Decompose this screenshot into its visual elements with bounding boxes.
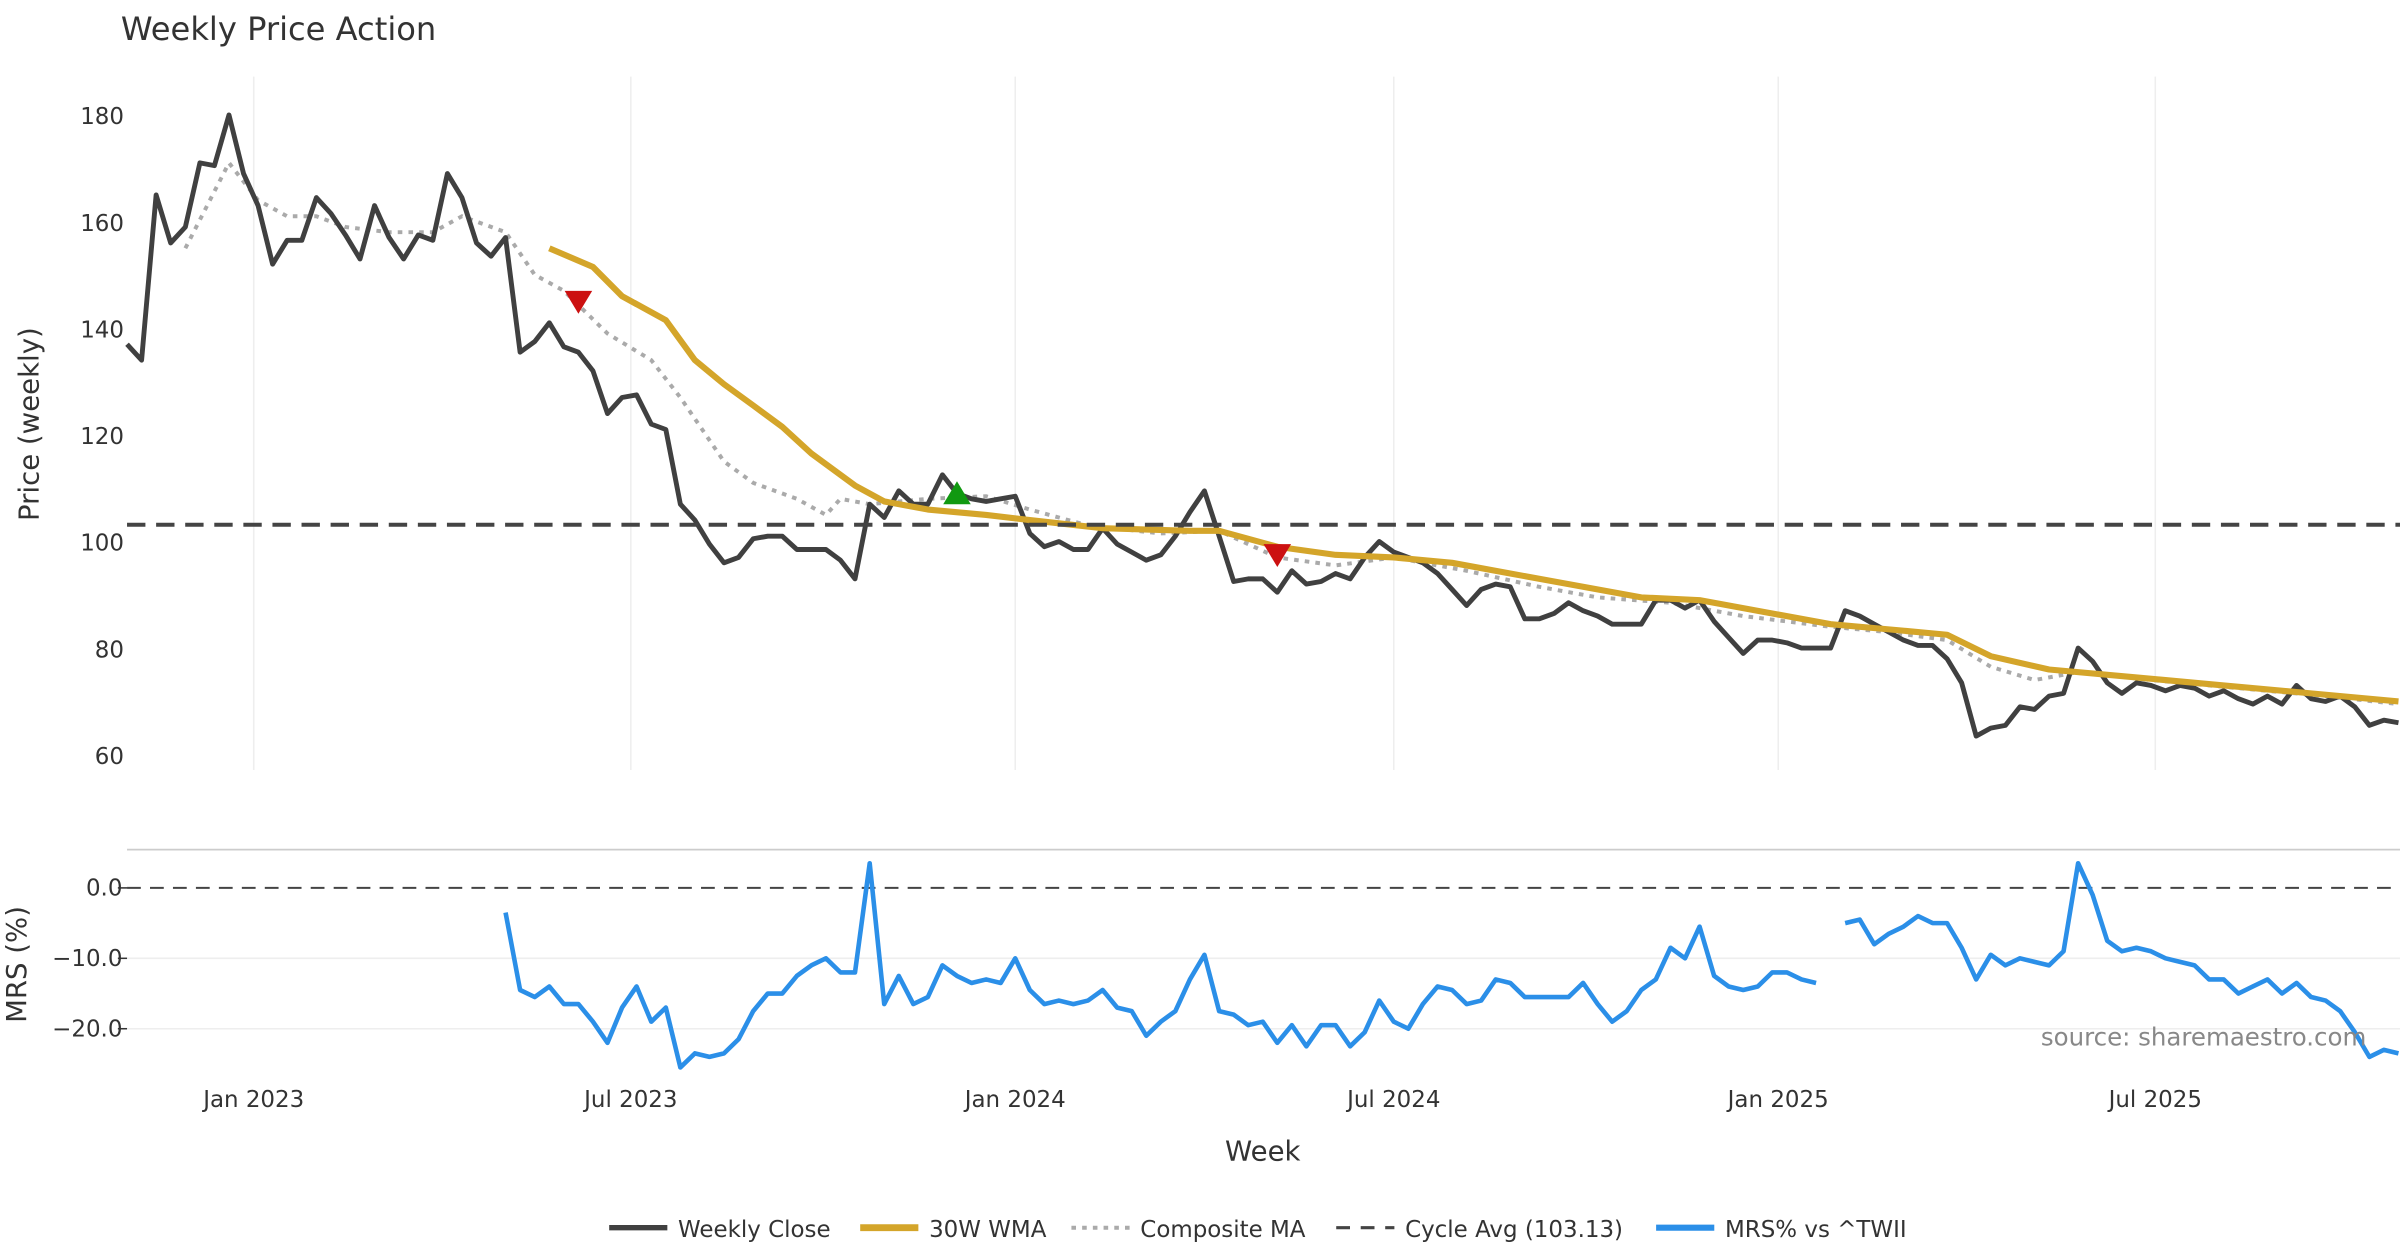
x-tick-label: Jan 2025 [1726, 1087, 1829, 1113]
mrs-gridlines [127, 957, 2400, 1030]
composite-ma-line [183, 159, 2399, 707]
weekly-close-line [125, 112, 2399, 739]
x-tick-label: Jul 2024 [1345, 1087, 1440, 1113]
sell-signal-marker [1263, 544, 1292, 568]
x-tick-label: Jul 2025 [2107, 1087, 2202, 1113]
chart-title: Weekly Price Action [121, 10, 436, 48]
mrs-y-tick-label: −20.0 [52, 1016, 122, 1042]
legend-label: MRS% vs ^TWII [1725, 1217, 1907, 1243]
legend: Weekly Close 30W WMA Composite MA Cycle Avg… [609, 1217, 1907, 1243]
price-gridlines [252, 76, 2157, 771]
source-watermark: source: sharemaestro.com [2041, 1023, 2366, 1052]
x-tick-label: Jan 2024 [963, 1087, 1066, 1113]
price-y-tick-label: 180 [80, 104, 124, 130]
x-ticks: Jan 2023 Jul 2023 Jan 2024 Jul 2024 Jan 2025… [201, 1087, 2202, 1113]
price-y-tick-label: 120 [80, 424, 124, 450]
mrs-line-segment [1844, 860, 2400, 1060]
legend-label: 30W WMA [929, 1217, 1047, 1243]
mrs-y-axis-label: MRS (%) [1, 906, 33, 1023]
x-axis-label: Week [1225, 1135, 1301, 1167]
series-layer [125, 112, 2400, 1070]
mrs-y-tick-label: 0.0 [86, 876, 122, 902]
mrs-y-tick-label: −10.0 [52, 946, 122, 972]
mrs-y-ticks: 0.0 −10.0 −20.0 [52, 876, 128, 1042]
legend-label: Cycle Avg (103.13) [1405, 1217, 1623, 1243]
price-y-tick-label: 80 [95, 637, 124, 663]
price-y-tick-label: 160 [80, 211, 124, 237]
price-y-ticks: 60 80 100 120 140 160 180 [80, 104, 124, 770]
legend-label: Weekly Close [678, 1217, 831, 1243]
buy-signal-marker [943, 481, 971, 505]
legend-label: Composite MA [1140, 1217, 1305, 1243]
price-y-tick-label: 60 [95, 744, 124, 770]
x-tick-label: Jul 2023 [582, 1087, 677, 1113]
price-y-tick-label: 140 [80, 317, 124, 343]
mrs-line-segment [503, 860, 1817, 1070]
x-tick-label: Jan 2023 [201, 1087, 304, 1113]
signal-markers [564, 290, 1292, 568]
price-y-axis-label: Price (weekly) [13, 327, 45, 521]
wma-30w-line [548, 245, 2399, 705]
sell-signal-marker [564, 290, 593, 314]
price-y-tick-label: 100 [80, 531, 124, 557]
